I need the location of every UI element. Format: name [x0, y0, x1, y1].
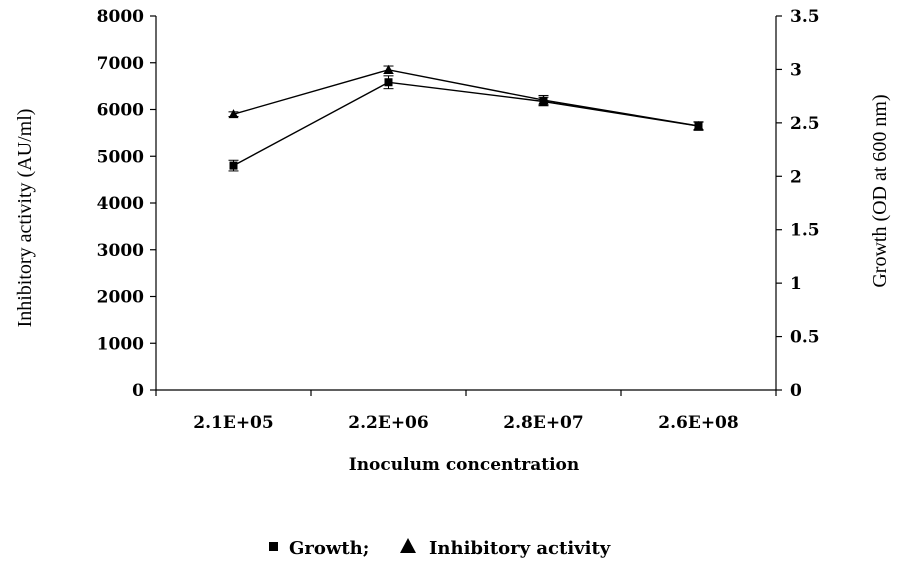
series-line-growth: [233, 81, 699, 167]
y-right-tick-label: 3.5: [790, 7, 820, 27]
y-left-tick-label: 5000: [97, 147, 144, 167]
data-point-growth: [384, 78, 393, 87]
data-point-inhibitory-activity: [538, 95, 549, 105]
y-left-tick-label: 3000: [97, 241, 144, 261]
y-right-tick-label: 2: [790, 167, 802, 187]
y-right-tick-label: 1.5: [790, 221, 820, 241]
y-left-tick-label: 2000: [97, 288, 144, 308]
y-left-tick-label: 4000: [97, 194, 144, 214]
y-right-tick-label: 1: [790, 274, 802, 294]
x-tick-label: 2.6E+08: [658, 413, 738, 433]
series-line-inhibitory-activity: [233, 69, 699, 127]
y-axis-title-right: Growth (OD at 600 nm): [869, 94, 891, 287]
y-right-tick-label: 0: [790, 381, 802, 401]
legend-inhibitory-marker: [400, 538, 416, 553]
y-right-tick-label: 3: [790, 60, 802, 80]
x-axis-title: Inoculum concentration: [349, 455, 580, 475]
y-right-tick-label: 0.5: [790, 328, 820, 348]
data-point-inhibitory-activity: [693, 120, 704, 130]
x-tick-label: 2.8E+07: [503, 413, 583, 433]
y-left-tick-label: 0: [132, 381, 144, 401]
y-axis-title-left: Inhibitory activity (AU/ml): [14, 109, 36, 328]
y-right-tick-label: 2.5: [790, 114, 820, 134]
data-point-inhibitory-activity: [383, 64, 394, 74]
y-left-tick-label: 1000: [97, 334, 144, 354]
legend-inhibitory-label: Inhibitory activity: [429, 538, 611, 559]
legend: Growth; Inhibitory activity: [269, 538, 611, 559]
x-tick-label: 2.1E+05: [193, 413, 273, 433]
data-point-inhibitory-activity: [228, 109, 239, 119]
series-layer: [228, 64, 704, 172]
x-tick-label: 2.2E+06: [348, 413, 428, 433]
legend-growth-marker: [269, 542, 278, 551]
y-left-tick-label: 8000: [97, 7, 144, 27]
data-point-growth: [229, 161, 238, 170]
y-left-tick-label: 6000: [97, 101, 144, 121]
y-left-tick-label: 7000: [97, 54, 144, 74]
ticks-layer: 0 1000 2000 3000 4000 5000 6000 7000 8000 0 0.5 1 1.…: [97, 7, 820, 433]
axes-layer: [155, 16, 777, 391]
legend-growth-label: Growth;: [289, 538, 369, 559]
